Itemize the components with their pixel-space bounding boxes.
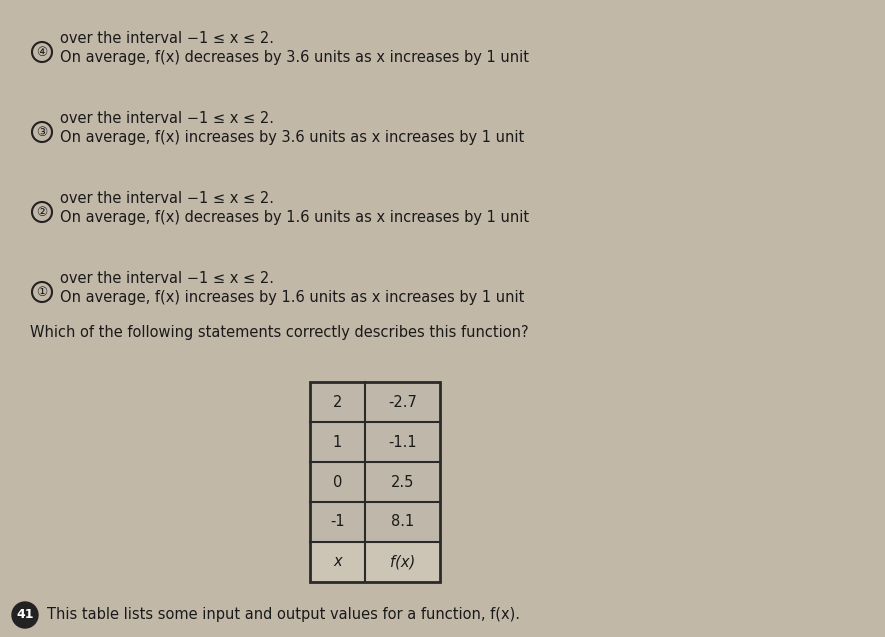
Bar [310, 462, 440, 502]
Text: over the interval −1 ≤ x ≤ 2.: over the interval −1 ≤ x ≤ 2. [60, 31, 274, 45]
Text: On average, f(x) decreases by 1.6 units as x increases by 1 unit: On average, f(x) decreases by 1.6 units … [60, 210, 529, 224]
Text: ④: ④ [36, 45, 48, 59]
Bar [310, 382, 440, 582]
Text: ②: ② [36, 206, 48, 218]
Text: over the interval −1 ≤ x ≤ 2.: over the interval −1 ≤ x ≤ 2. [60, 271, 274, 285]
Bar [310, 422, 440, 462]
Text: f(x): f(x) [390, 554, 415, 569]
Bar [310, 382, 440, 422]
Text: On average, f(x) increases by 1.6 units as x increases by 1 unit: On average, f(x) increases by 1.6 units … [60, 289, 525, 304]
Text: On average, f(x) decreases by 3.6 units as x increases by 1 unit: On average, f(x) decreases by 3.6 units … [60, 50, 529, 64]
Text: -1.1: -1.1 [389, 434, 417, 450]
Text: 0: 0 [333, 475, 342, 489]
Circle shape [32, 282, 52, 302]
Bar [310, 542, 440, 582]
Text: 8.1: 8.1 [391, 515, 414, 529]
Circle shape [32, 202, 52, 222]
Text: -2.7: -2.7 [388, 394, 417, 410]
Text: ③: ③ [36, 125, 48, 138]
Text: 2: 2 [333, 394, 342, 410]
Text: Which of the following statements correctly describes this function?: Which of the following statements correc… [30, 324, 528, 340]
Text: 2.5: 2.5 [391, 475, 414, 489]
Circle shape [32, 122, 52, 142]
Bar [310, 502, 440, 542]
Text: ①: ① [36, 285, 48, 299]
Text: 1: 1 [333, 434, 342, 450]
Text: x: x [333, 554, 342, 569]
Text: over the interval −1 ≤ x ≤ 2.: over the interval −1 ≤ x ≤ 2. [60, 110, 274, 125]
Text: -1: -1 [330, 515, 345, 529]
Text: This table lists some input and output values for a function, f(x).: This table lists some input and output v… [47, 608, 520, 622]
Text: 41: 41 [16, 608, 34, 622]
Text: On average, f(x) increases by 3.6 units as x increases by 1 unit: On average, f(x) increases by 3.6 units … [60, 129, 524, 145]
Circle shape [12, 602, 38, 628]
Text: over the interval −1 ≤ x ≤ 2.: over the interval −1 ≤ x ≤ 2. [60, 190, 274, 206]
Circle shape [32, 42, 52, 62]
